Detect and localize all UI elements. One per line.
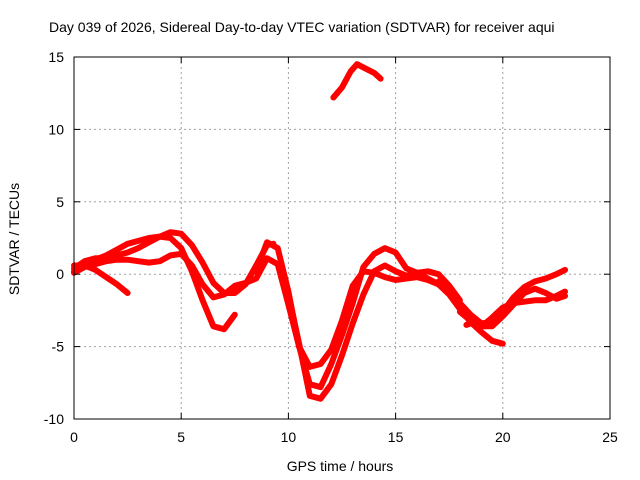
y-axis-label: SDTVAR / TECUs: [6, 183, 22, 295]
x-tick-label: 15: [388, 429, 404, 445]
x-axis-label: GPS time / hours: [287, 458, 394, 474]
grid: [74, 57, 610, 419]
y-tick-label: 0: [56, 266, 64, 282]
series-track-7: [330, 61, 384, 101]
plot-frame: [73, 56, 611, 420]
y-tick-label: 5: [56, 194, 64, 210]
x-tick-label: 25: [602, 429, 618, 445]
axis-ticks: 0 5 10 15 20 25 -10 -5 0 5 10 15: [44, 49, 618, 445]
y-tick-label: -5: [52, 339, 65, 355]
series-group: [71, 61, 568, 402]
x-tick-label: 5: [177, 429, 185, 445]
x-tick-label: 20: [495, 429, 511, 445]
y-tick-label: 15: [48, 49, 64, 65]
series-track-4: [71, 250, 453, 370]
chart-title: Day 039 of 2026, Sidereal Day-to-day VTE…: [49, 19, 555, 35]
x-tick-label: 10: [281, 429, 297, 445]
series-track-10: [463, 288, 568, 328]
x-tick-label: 0: [70, 429, 78, 445]
y-tick-label: -10: [44, 411, 64, 427]
y-tick-label: 10: [48, 121, 64, 137]
